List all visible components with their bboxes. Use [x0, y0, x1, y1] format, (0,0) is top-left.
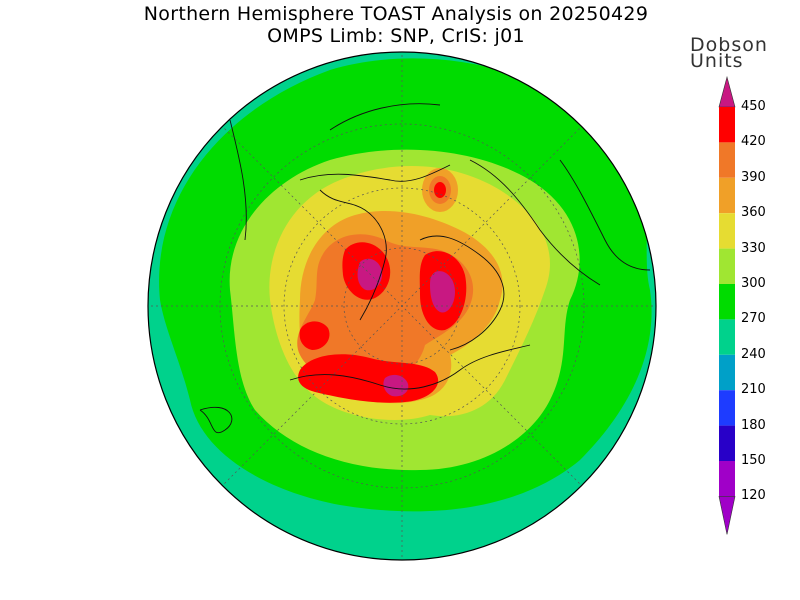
- colorbar-block-330: [719, 213, 735, 249]
- colorbar-label-300: 300: [741, 276, 766, 291]
- colorbar-block-270: [719, 284, 735, 320]
- colorbar-top-arrow: [718, 75, 736, 108]
- colorbar-block-180: [719, 390, 735, 426]
- map-subtitle: OMPS Limb: SNP, CrIS: j01: [267, 25, 525, 47]
- ozone-field: [148, 52, 656, 560]
- coastlines: [199, 103, 651, 433]
- colorbar-units-line2: Units: [690, 50, 744, 72]
- colorbar-block-390: [719, 142, 735, 178]
- colorbar-block-120: [719, 461, 735, 497]
- colorbar-label-120: 120: [741, 488, 766, 504]
- colorbar-label-240: 240: [741, 346, 766, 362]
- colorbar-label-450: 450: [741, 99, 766, 114]
- colorbar-label-270: 270: [741, 311, 766, 327]
- colorbar-block-240: [719, 319, 735, 355]
- map-title: Northern Hemisphere TOAST Analysis on 20…: [143, 3, 649, 25]
- colorbar-label-330: 330: [741, 240, 766, 256]
- colorbar-label-210: 210: [741, 382, 766, 398]
- graticule: [148, 52, 656, 560]
- colorbar-label-360: 360: [741, 205, 766, 221]
- ozone-band-450-b: [430, 271, 455, 313]
- ozone-band-420-patch: [434, 182, 446, 198]
- colorbar-label-180: 180: [741, 417, 766, 433]
- globe-outline: [147, 51, 657, 561]
- colorbar-bottom-arrow: [718, 496, 736, 535]
- colorbar-block-360: [719, 177, 735, 214]
- colorbar-block-420: [719, 107, 735, 143]
- ozone-band-420-d: [299, 321, 330, 350]
- colorbar-label-150: 150: [741, 453, 766, 468]
- ozone-band-450-a: [357, 258, 383, 291]
- colorbar-label-390: 390: [741, 169, 766, 185]
- colorbar-label-420: 420: [741, 134, 766, 150]
- colorbar-block-150: [719, 425, 735, 461]
- colorbar-block-210: [719, 354, 735, 391]
- colorbar-block-300: [719, 248, 735, 284]
- colorbar-units-line1: Dobson: [690, 34, 768, 56]
